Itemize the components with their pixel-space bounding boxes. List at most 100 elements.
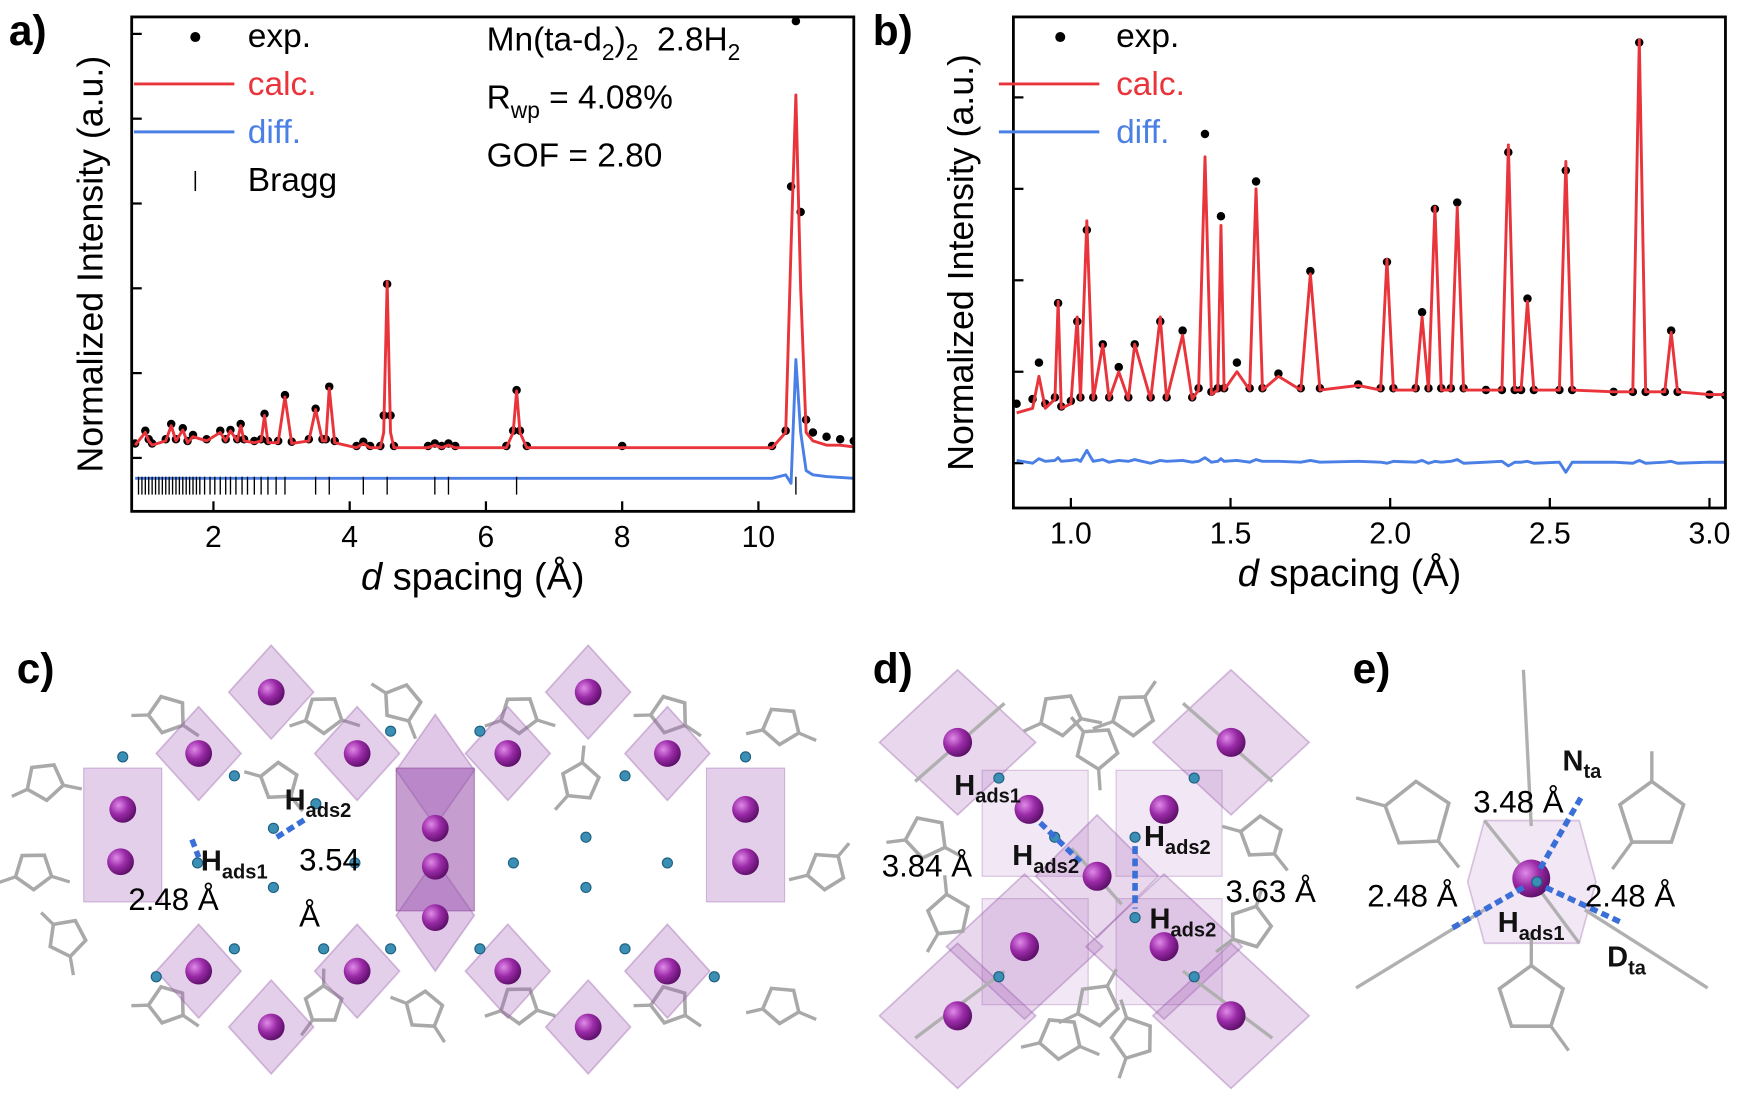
ligand-bond xyxy=(11,787,29,798)
ligand-ring xyxy=(498,987,540,1026)
atom-symbol: H xyxy=(1498,907,1519,939)
exp-point xyxy=(1274,369,1283,378)
ligand-bond xyxy=(745,1007,764,1015)
metal-atom xyxy=(257,678,285,706)
x-tick-label: 3.0 xyxy=(1689,518,1731,551)
ligand-ring xyxy=(48,918,88,959)
metal-atom xyxy=(1216,1001,1246,1031)
ligand-bond xyxy=(886,838,906,845)
ligand-bond xyxy=(1096,768,1102,791)
text-segment: R xyxy=(487,79,511,116)
exp-point xyxy=(808,428,818,437)
metal-atom xyxy=(343,957,371,985)
ligand-ring xyxy=(648,694,688,735)
ligand-ring xyxy=(1383,779,1451,845)
hydrogen-atom xyxy=(474,943,486,955)
legend-symbol xyxy=(190,31,201,43)
metal-atom xyxy=(1149,794,1179,824)
ligand-bond xyxy=(1355,908,1486,990)
hydrogen-atom xyxy=(1188,971,1200,983)
x-tick-label: 6 xyxy=(478,521,495,554)
metal-atom xyxy=(257,1013,285,1041)
ligand-bond xyxy=(1254,887,1264,907)
ligand-bond xyxy=(553,794,569,811)
ligand-ring xyxy=(1497,963,1566,1028)
atom-subscript: ads2 xyxy=(1033,856,1079,878)
x-tick-label: 1.0 xyxy=(1050,518,1092,551)
panel-label: a) xyxy=(9,7,47,54)
h-bond xyxy=(1537,793,1586,870)
exp-point xyxy=(236,419,245,429)
distance-label: 3.48 Å xyxy=(1473,785,1564,820)
metal-atom xyxy=(421,852,449,880)
x-axis-label: d spacing (Å) xyxy=(361,554,585,598)
exp-point xyxy=(1523,294,1532,303)
octahedron xyxy=(83,767,163,903)
text-segment: d xyxy=(361,556,384,598)
metal-atom xyxy=(1149,932,1179,962)
exp-point xyxy=(1452,198,1462,207)
h-bond xyxy=(275,815,309,840)
h-bond xyxy=(1038,820,1083,864)
ligand-ring xyxy=(1110,695,1156,738)
x-tick-label: 2 xyxy=(205,521,222,554)
text-segment: spacing (Å) xyxy=(1259,551,1461,595)
metal-atom xyxy=(574,678,602,706)
ligand-ring xyxy=(146,984,185,1025)
ligand-bond xyxy=(182,723,200,738)
ligand-ring xyxy=(303,697,344,736)
x-tick-label: 2.5 xyxy=(1529,518,1571,551)
ligand-bond xyxy=(1105,968,1118,987)
ligand-bond xyxy=(684,723,702,738)
ligand-ring xyxy=(648,984,688,1025)
ligand-bond xyxy=(1215,937,1235,954)
exp-point xyxy=(835,435,845,444)
hydrogen-atom xyxy=(267,822,280,834)
atom-label: Hads2 xyxy=(285,784,352,822)
ligand-bond xyxy=(798,1010,817,1021)
ligand-bond xyxy=(243,770,262,778)
text-segment: 2 xyxy=(602,39,615,65)
atom-symbol: H xyxy=(1144,821,1165,853)
distance-label: 2.48 Å xyxy=(128,882,219,917)
ligand-ring xyxy=(383,682,423,723)
exp-point xyxy=(1666,326,1676,335)
metal-atom xyxy=(494,740,522,767)
ligand-bond xyxy=(1436,840,1461,869)
text-segment: 2 xyxy=(626,39,639,65)
ligand-ring xyxy=(1230,904,1274,949)
h-bond xyxy=(1449,885,1525,932)
atom-symbol: N xyxy=(1563,745,1584,777)
metal-atom xyxy=(574,1013,602,1041)
hydrogen-atom xyxy=(385,943,397,955)
hydrogen-atom xyxy=(1129,912,1141,924)
plot-frame xyxy=(1011,15,1727,510)
ligand-bond xyxy=(1521,669,1533,827)
hydrogen-atom xyxy=(385,725,397,737)
hydrogen-atom xyxy=(739,751,752,763)
ligand-ring xyxy=(25,762,66,803)
ligand-bond xyxy=(1022,721,1042,733)
ligand-bond xyxy=(943,875,949,895)
series-line xyxy=(135,358,854,485)
metal-atom xyxy=(654,957,681,985)
metal-atom xyxy=(185,740,213,767)
ligand-bond xyxy=(1611,841,1634,871)
atom-label: Hads2 xyxy=(1150,904,1217,942)
y-axis-label: Normalized Intensity (a.u.) xyxy=(941,54,981,471)
metal-atom xyxy=(1082,861,1112,891)
h-bond xyxy=(1544,884,1622,925)
ligand-bond xyxy=(51,874,71,884)
panel-label: b) xyxy=(873,7,913,54)
legend-label: diff. xyxy=(248,114,301,151)
text-segment: 2 xyxy=(728,39,741,65)
hydrogen-atom xyxy=(474,725,486,737)
ligand-bond xyxy=(39,911,55,926)
atom-label: Nta xyxy=(1563,745,1603,783)
x-tick-label: 1.5 xyxy=(1210,518,1252,551)
metal-atom xyxy=(1014,794,1044,824)
hydrogen-atom xyxy=(1188,772,1200,784)
ligand-bond xyxy=(484,1009,502,1018)
series-line xyxy=(1016,38,1726,415)
ligand-bond xyxy=(1079,1044,1100,1057)
